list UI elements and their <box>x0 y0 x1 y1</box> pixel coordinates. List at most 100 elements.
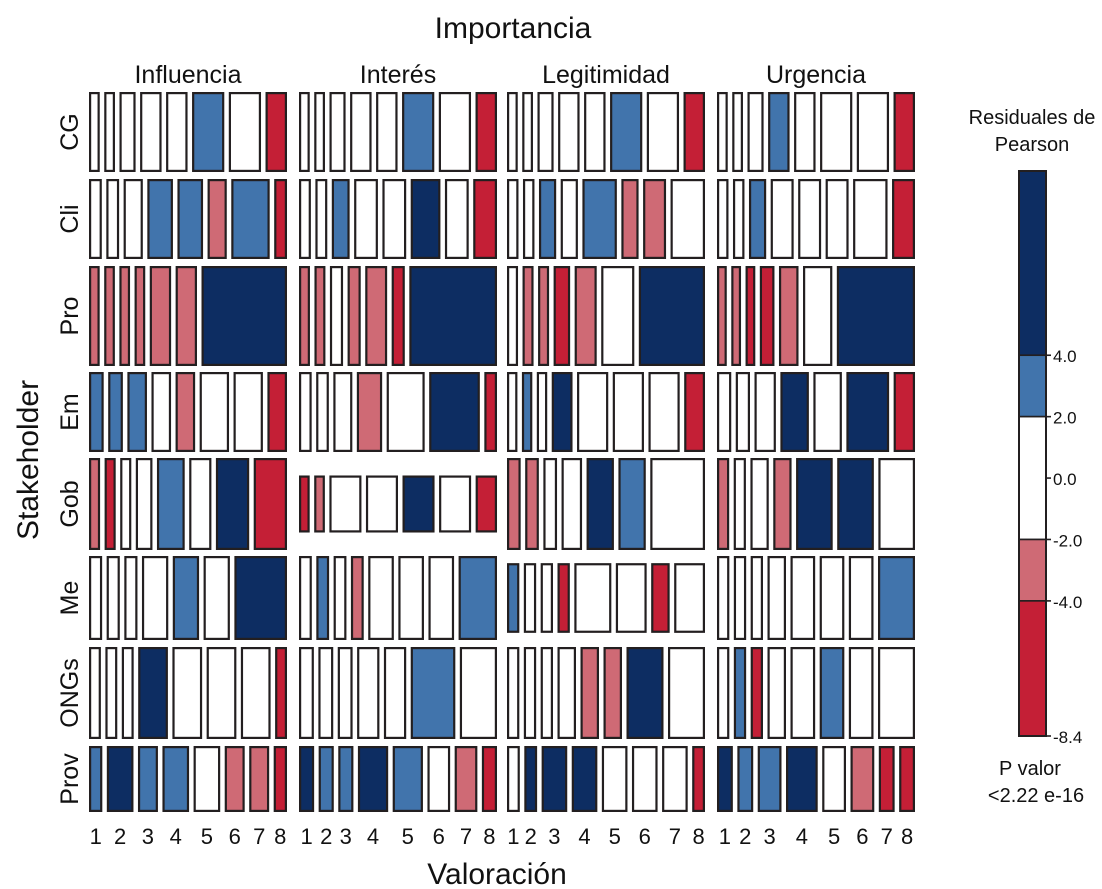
cell-CG-Interés-1 <box>299 91 310 173</box>
cell-Cli-Legitimidad-5 <box>582 179 617 260</box>
cell-CG-Legitimidad-5 <box>584 91 606 173</box>
cell-CG-Interés-4 <box>350 91 372 173</box>
cell-Gob-Legitimidad-2 <box>525 458 539 551</box>
cell-Em-Interés-7 <box>484 372 497 453</box>
cell-Em-Interés-6 <box>429 372 480 453</box>
cell-ONGs-Influencia-8 <box>275 646 287 739</box>
cell-Cli-Legitimidad-7 <box>643 179 667 260</box>
cell-ONGs-Urgencia-1 <box>716 646 730 739</box>
cell-Pro-Legitimidad-1 <box>507 266 519 367</box>
cell-Cli-Influencia-3 <box>123 179 143 260</box>
cell-Em-Urgencia-4 <box>780 372 809 453</box>
cell-Cli-Urgencia-1 <box>716 179 729 260</box>
cell-ONGs-Urgencia-8 <box>877 646 915 739</box>
cell-CG-Urgencia-7 <box>856 91 890 173</box>
cell-Prov-Influencia-3 <box>137 745 158 812</box>
cell-Prov-Interés-5 <box>392 745 423 812</box>
stakeholder-labels: CG Cli Pro Em Gob Me ONGs Prov <box>56 113 84 804</box>
cell-Cli-Influencia-4 <box>147 179 173 260</box>
cell-Gob-Urgencia-4 <box>773 458 792 551</box>
cell-Me-Interés-8 <box>458 555 497 640</box>
legend-title-line1: Residuales de <box>969 107 1096 129</box>
cell-Pro-Legitimidad-6 <box>601 266 635 367</box>
chart-title: Importancia <box>435 12 592 45</box>
legend-tick-3: -2.0 <box>1053 532 1082 551</box>
cell-Pro-Influencia-5 <box>149 266 172 367</box>
cell-Cli-Urgencia-6 <box>825 179 849 260</box>
cell-CG-Legitimidad-3 <box>537 91 554 173</box>
x-tick-Legitimidad-6: 6 <box>639 824 651 849</box>
cell-ONGs-Legitimidad-6 <box>603 646 622 739</box>
x-tick-Legitimidad-3: 3 <box>548 824 560 849</box>
cell-Gob-Interés-5 <box>402 475 435 533</box>
cell-Em-Legitimidad-3 <box>536 372 548 453</box>
cell-Pro-Urgencia-2 <box>731 266 742 367</box>
cell-Cli-Urgencia-7 <box>853 179 888 260</box>
cell-Cli-Legitimidad-1 <box>507 179 519 260</box>
cell-Me-Influencia-4 <box>141 555 169 640</box>
cell-ONGs-Interés-1 <box>299 646 314 739</box>
cell-Prov-Urgencia-5 <box>822 745 846 812</box>
cell-CG-Urgencia-1 <box>716 91 728 173</box>
cell-Prov-Influencia-4 <box>162 745 190 812</box>
cell-CG-Urgencia-8 <box>893 91 915 173</box>
cell-Gob-Influencia-2 <box>104 458 116 551</box>
legend-tick-0: 4.0 <box>1053 347 1077 366</box>
cell-Prov-Influencia-8 <box>273 745 287 812</box>
cell-CG-Urgencia-4 <box>768 91 790 173</box>
cell-Pro-Interés-7 <box>409 266 498 367</box>
cell-Cli-Interés-4 <box>354 179 378 260</box>
row-label-ONGs: ONGs <box>56 658 84 727</box>
cell-Prov-Legitimidad-3 <box>541 745 568 812</box>
x-axis-label: Valoración <box>427 858 567 889</box>
cell-Gob-Urgencia-7 <box>878 458 916 551</box>
x-tick-Interés-7: 7 <box>460 824 472 849</box>
legend-tick-labels: 4.0 2.0 0.0 -2.0 -4.0 -8.4 <box>1046 347 1082 747</box>
legend-band-2 <box>1018 415 1047 541</box>
cell-Em-Influencia-3 <box>127 372 147 453</box>
cell-CG-Influencia-2 <box>104 91 115 173</box>
cell-Pro-Urgencia-6 <box>803 266 833 367</box>
cell-Pro-Interés-2 <box>314 266 326 367</box>
cell-Pro-Influencia-6 <box>175 266 198 367</box>
color-legend <box>1018 170 1047 737</box>
cell-Me-Influencia-3 <box>124 555 138 640</box>
cell-CG-Legitimidad-1 <box>507 91 518 173</box>
row-label-CG: CG <box>56 113 84 151</box>
cell-Em-Interés-2 <box>316 372 329 453</box>
row-label-Em: Em <box>56 393 84 431</box>
cell-Me-Legitimidad-6 <box>615 563 647 633</box>
row-label-Gob: Gob <box>56 480 84 527</box>
cell-Em-Influencia-8 <box>267 372 288 453</box>
cell-Me-Interés-3 <box>333 555 347 640</box>
cell-Pro-Influencia-1 <box>88 266 100 367</box>
cell-Pro-Urgencia-7 <box>836 266 915 367</box>
cell-Me-Urgencia-5 <box>790 555 816 640</box>
x-tick-Legitimidad-1: 1 <box>507 824 519 849</box>
cell-Me-Legitimidad-8 <box>674 563 706 633</box>
cell-Prov-Legitimidad-4 <box>571 745 598 812</box>
row-label-Prov: Prov <box>56 753 84 805</box>
x-tick-Interés-8: 8 <box>483 824 495 849</box>
cell-Pro-Interés-5 <box>365 266 388 367</box>
legend-tick-5: -8.4 <box>1053 728 1082 747</box>
cell-Prov-Urgencia-7 <box>878 745 895 812</box>
cell-Prov-Legitimidad-7 <box>662 745 688 812</box>
x-tick-Influencia-3: 3 <box>142 824 154 849</box>
cell-Me-Legitimidad-7 <box>651 563 670 633</box>
cell-Cli-Interés-6 <box>410 179 441 260</box>
cell-Prov-Urgencia-3 <box>757 745 782 812</box>
x-tick-Legitimidad-8: 8 <box>692 824 704 849</box>
cell-CG-Interés-3 <box>329 91 346 173</box>
mosaic-cells <box>88 91 916 812</box>
cell-Me-Legitimidad-4 <box>557 563 570 633</box>
cell-ONGs-Interés-6 <box>410 646 456 739</box>
cell-Prov-Interés-6 <box>427 745 451 812</box>
cell-Me-Legitimidad-2 <box>523 563 537 633</box>
cell-Pro-Legitimidad-7 <box>638 266 705 367</box>
cell-Prov-Legitimidad-1 <box>507 745 520 812</box>
cell-CG-Legitimidad-8 <box>683 91 705 173</box>
cell-Cli-Influencia-6 <box>207 179 227 260</box>
cell-Prov-Legitimidad-8 <box>692 745 705 812</box>
cell-ONGs-Influencia-1 <box>88 646 101 739</box>
